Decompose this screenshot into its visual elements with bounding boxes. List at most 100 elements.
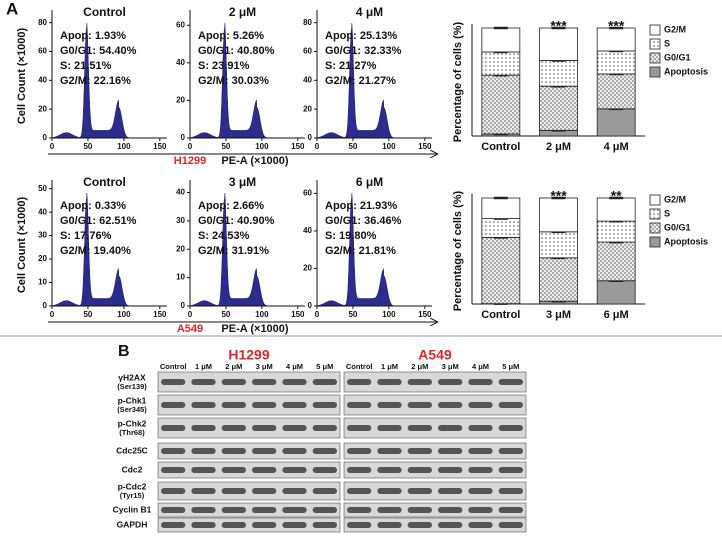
x-tick-label: 4 μM [604,141,629,153]
band [347,488,372,494]
y-axis-label: Cell Count (×1000) [16,197,28,294]
y-tick-label: 60 [176,20,185,29]
band [161,467,186,473]
band [498,379,523,385]
y-axis-label: Percentage of cells (%) [452,21,464,142]
band [161,402,186,408]
band [347,402,372,408]
x-tick-label: 150 [291,142,305,151]
significance: *** [550,188,567,204]
band [498,507,523,513]
histogram-stat: Apop: 1.93% [60,30,126,42]
band [438,507,463,513]
histogram-stat: G2/M: 19.40% [60,245,131,257]
band [191,402,216,408]
histogram-title: 6 μM [356,175,383,189]
protein-label: p-Chk1 [118,395,147,405]
x-tick-label: 50 [348,142,357,151]
protein-site: (Tyr15) [120,491,145,500]
band [282,507,307,513]
blot-strip [157,481,341,501]
cell-line-label: H1299 [174,155,206,167]
protein-label: p-Cdc2 [118,481,147,491]
y-tick-label: 20 [38,254,47,263]
y-tick-label: 60 [303,188,312,197]
band [498,522,523,528]
band [161,379,186,385]
x-tick-label: 0 [50,310,55,319]
bar-segment [481,236,521,305]
cell-line-label: A549 [418,347,452,363]
band [252,425,277,431]
band [468,488,493,494]
legend-label: Apoptosis [664,236,708,246]
y-tick-label: 40 [38,207,47,216]
band [252,379,277,385]
lane-label: 3 μM [442,362,459,371]
blot-strip [157,371,341,393]
band [377,402,402,408]
protein-label: γH2AX [118,372,146,382]
band [312,379,337,385]
band [498,425,523,431]
significance: *** [550,18,567,34]
y-tick-label: 40 [303,226,312,235]
blot-strip [157,461,341,479]
y-tick-label: 80 [303,18,312,27]
blot-strip [343,371,527,393]
lane-label: 4 μM [472,362,489,371]
band [312,448,337,454]
band [312,488,337,494]
blot-strip [343,394,527,416]
legend-label: G0/G1 [664,222,691,232]
band [347,522,372,528]
bar-segment [539,257,578,302]
y-tick-label: 0 [43,133,48,142]
protein-label: p-Chk2 [118,418,147,428]
histogram-stat: S: 17.76% [60,230,112,242]
band [282,467,307,473]
x-axis-label: PE-A (×1000) [221,155,288,167]
significance: *** [608,18,625,34]
band [407,467,432,473]
histogram-title: Control [83,5,126,19]
band [221,507,246,513]
histogram-title: Control [83,175,126,189]
legend-label: G0/G1 [664,52,691,62]
band [377,448,402,454]
histogram-stat: G0/G1: 36.46% [325,215,402,227]
band [377,467,402,473]
band [438,448,463,454]
bar-segment [596,241,636,282]
histogram-title: 3 μM [229,175,256,189]
cell-line-label: H1299 [228,347,269,363]
protein-site: (Ser139) [117,382,147,391]
lane-label: 1 μM [195,362,212,371]
lane-label: 4 μM [286,362,303,371]
y-tick-label: 0 [181,301,186,310]
histogram-stat: S: 21.51% [60,60,112,72]
cell-line-label: A549 [177,323,203,335]
histogram-stat: G0/G1: 54.40% [60,45,137,57]
band [468,448,493,454]
histogram-stat: G2/M: 22.16% [60,75,131,87]
y-tick-label: 20 [176,244,185,253]
band [468,425,493,431]
histogram-stat: Apop: 2.66% [198,200,264,212]
band [221,448,246,454]
x-tick-label: 50 [83,310,92,319]
histogram-stat: G2/M: 21.81% [325,245,396,257]
y-tick-label: 30 [38,231,47,240]
band [221,467,246,473]
legend-label: S [664,38,670,48]
histogram-stat: Apop: 25.13% [325,30,397,42]
band [312,507,337,513]
y-tick-label: 40 [303,75,312,84]
legend-swatch [649,236,661,248]
x-tick-label: 0 [188,310,193,319]
band [468,467,493,473]
y-tick-label: 80 [38,18,47,27]
bar-segment [539,27,578,61]
y-tick-label: 0 [43,301,48,310]
